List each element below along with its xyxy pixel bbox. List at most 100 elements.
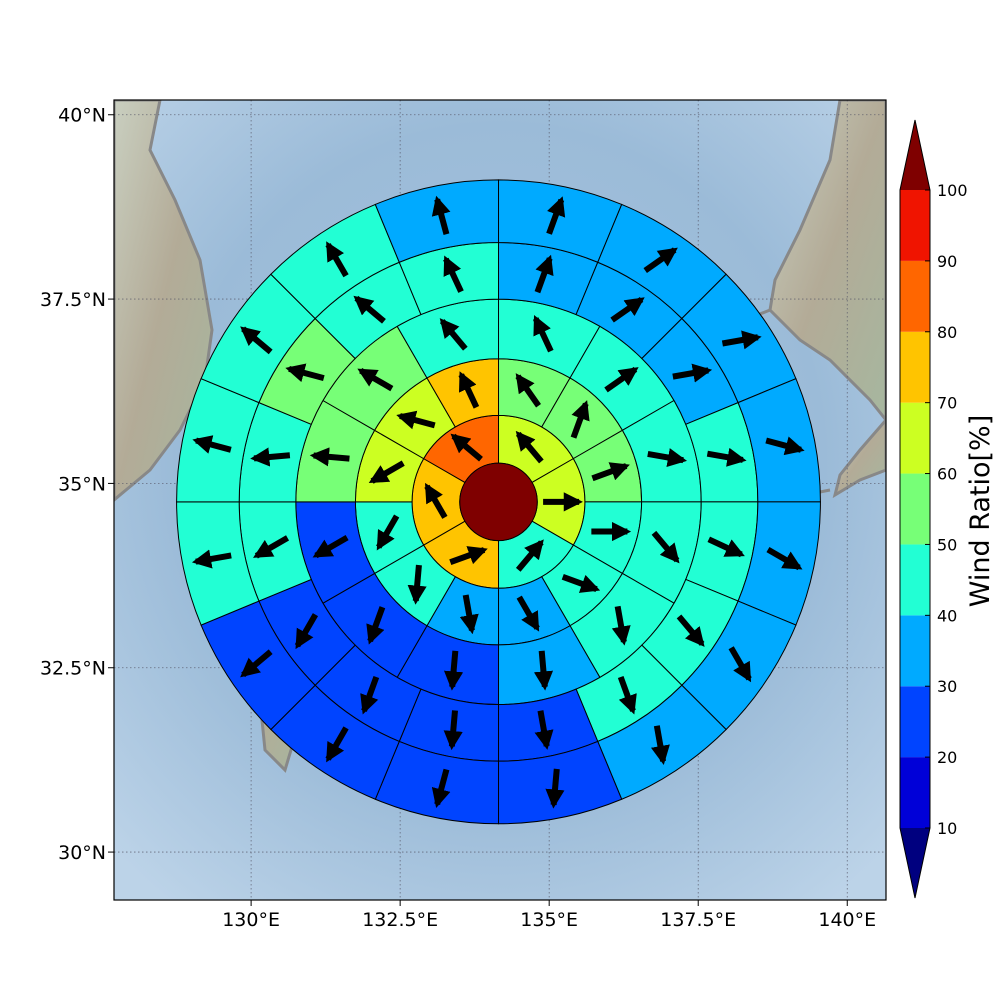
colorbar-tick-label: 50 (937, 535, 957, 554)
colorbar-tick-label: 100 (937, 181, 968, 200)
colorbar-tick-label: 90 (937, 252, 957, 271)
y-tick-label: 35°N (58, 473, 106, 495)
wind-arrow (515, 539, 544, 572)
wind-arrow (617, 675, 637, 715)
wind-arrow (309, 447, 350, 467)
wind-arrow (325, 726, 349, 763)
wind-arrow (534, 710, 554, 750)
wind-arrow (443, 650, 464, 691)
wind-arrows (191, 195, 805, 809)
wind-arrow (353, 295, 386, 324)
wind-arrow (312, 534, 349, 559)
wind-arrow (561, 574, 601, 593)
colorbar-segment (900, 473, 930, 545)
wind-arrow (294, 613, 319, 650)
colorbar-segment (900, 544, 930, 616)
wind-arrow (407, 564, 427, 605)
wind-arrow (325, 241, 349, 278)
wind-arrow (449, 546, 488, 566)
wind-arrow (424, 482, 448, 519)
x-axis-ticks: 130°E 132.5°E 135°E 137.5°E 140°E (222, 900, 876, 931)
x-tick-label: 137.5°E (660, 909, 736, 931)
colorbar-label: Wind Ratio[%] (965, 415, 996, 607)
wind-arrow (253, 535, 290, 559)
x-tick-label: 132.5°E (362, 909, 438, 931)
wind-arrow (357, 368, 394, 392)
y-tick-label: 40°N (58, 105, 106, 127)
colorbar-segment (900, 260, 930, 332)
colorbar-tick-label: 30 (937, 677, 957, 696)
y-axis-ticks: 30°N 32.5°N 35°N 37.5°N 40°N (40, 105, 114, 864)
sector-cells (176, 179, 821, 825)
wind-arrow (533, 650, 554, 691)
center-cell (459, 462, 538, 542)
y-tick-label: 30°N (58, 842, 106, 864)
wind-arrow (643, 247, 678, 273)
wind-arrow (728, 646, 752, 683)
x-tick-label: 130°E (222, 909, 280, 931)
wind-arrow (515, 373, 541, 408)
wind-arrow (459, 594, 479, 635)
wind-arrow (707, 536, 745, 558)
wind-arrow (651, 530, 680, 564)
wind-arrow (368, 460, 405, 484)
wind-arrow (443, 255, 464, 293)
colorbar: 10 20 30 40 50 60 70 80 90 100 Wind Ratio[%] (899, 119, 996, 899)
wind-arrow (676, 614, 705, 647)
wind-arrow (285, 363, 325, 383)
wind-arrow (706, 447, 747, 467)
wind-arrow (240, 326, 273, 355)
wind-arrow (431, 768, 451, 808)
wind-arrow (647, 448, 688, 468)
wind-arrow (450, 433, 483, 462)
wind-arrow (765, 436, 805, 456)
colorbar-tick-label: 60 (937, 465, 957, 484)
x-tick-label: 135°E (520, 909, 578, 931)
colorbar-over-triangle (900, 120, 930, 190)
wind-arrow (366, 606, 386, 645)
colorbar-tick-label: 10 (937, 819, 957, 838)
colorbar-under-triangle (900, 828, 930, 898)
honshu-east-landmass (832, 417, 886, 499)
wind-arrow (516, 595, 540, 632)
wind-arrow (431, 195, 451, 235)
colorbar-segment (900, 331, 930, 403)
wind-arrow (250, 447, 291, 467)
colorbar-segment (900, 190, 930, 261)
colorbar-tick-label: 20 (937, 748, 957, 767)
wind-arrow (721, 330, 762, 350)
colorbar-tick-label: 70 (937, 394, 957, 413)
wind-arrow (546, 196, 566, 235)
colorbar-tick-label: 40 (937, 606, 957, 625)
wind-arrow (766, 546, 803, 571)
wind-arrow (191, 549, 232, 569)
plot-frame (113, 99, 887, 901)
korea-landmass (114, 100, 214, 502)
sector-cell (374, 179, 500, 263)
wind-arrow (192, 435, 232, 454)
wind-arrow (240, 649, 273, 678)
wind-arrow (672, 363, 713, 383)
colorbar-segment (900, 615, 930, 687)
wind-arrow (534, 254, 554, 294)
wind-arrow (396, 410, 436, 430)
wind-arrow (443, 710, 463, 751)
colorbar-tick-label: 80 (937, 323, 957, 342)
wind-arrow (591, 462, 630, 482)
y-tick-label: 37.5°N (40, 289, 106, 311)
colorbar-segment (900, 402, 930, 474)
wind-arrow (360, 675, 380, 715)
wind-arrow (515, 430, 544, 464)
y-tick-label: 32.5°N (40, 658, 106, 680)
wind-arrow (545, 768, 565, 809)
colorbar-segment (900, 757, 930, 828)
wind-arrow (650, 725, 670, 765)
wind-arrow (532, 315, 554, 353)
wind-arrow (610, 296, 645, 323)
wind-arrow (376, 514, 400, 551)
wind-arrow (604, 366, 639, 393)
wind-arrow (611, 605, 631, 646)
colorbar-segment (900, 686, 930, 758)
wind-arrow (458, 371, 480, 409)
